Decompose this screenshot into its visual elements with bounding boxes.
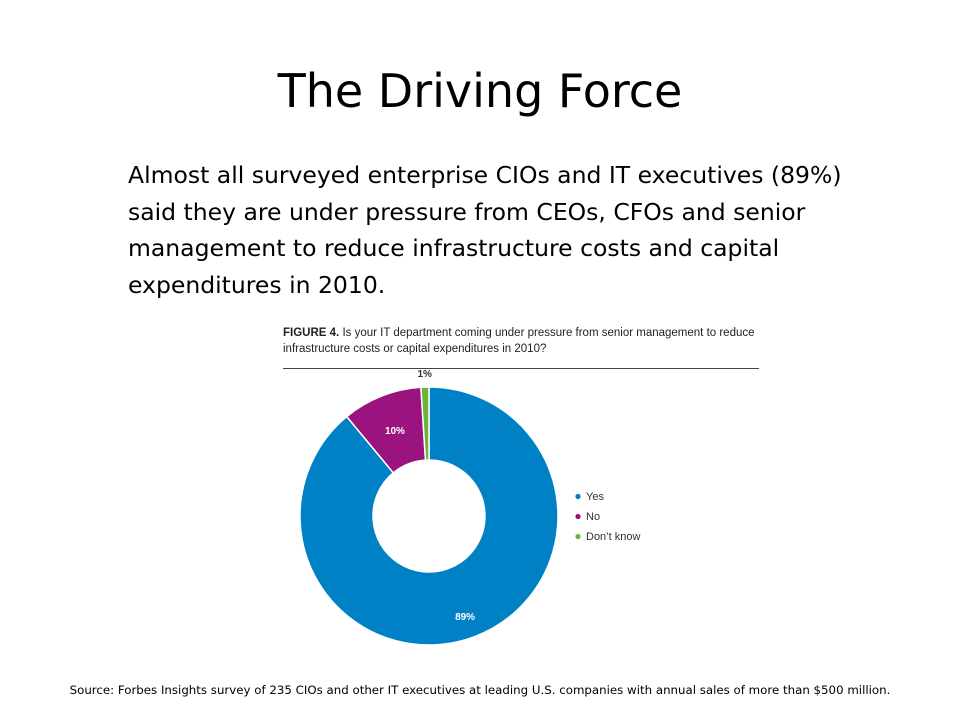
donut-chart: 89% 10% 1% Yes No Don’t know [299,370,640,646]
slice-label-1: 89% [455,612,475,623]
figure-label: FIGURE 4. [283,327,340,339]
source-note: Source: Forbes Insights survey of 235 CI… [69,683,891,697]
legend-marker-1 [575,493,581,500]
donut-slice-don-t-know [420,386,430,461]
legend-label-1: Yes [586,491,604,503]
legend-marker-2 [575,513,581,520]
figure-divider [283,368,759,369]
slice-label-3: 1% [417,370,432,380]
figure-caption: FIGURE 4. Is your IT department coming u… [283,325,758,357]
legend-label-2: No [586,511,600,523]
donut-slice-yes [299,386,559,646]
legend-marker-3 [575,533,581,540]
slide-title: The Driving Force [277,64,683,118]
figure-question: Is your IT department coming under press… [283,327,755,355]
slide-body-text: Almost all surveyed enterprise CIOs and … [128,161,842,299]
legend-label-3: Don’t know [586,531,640,543]
slice-label-2: 10% [385,426,405,437]
